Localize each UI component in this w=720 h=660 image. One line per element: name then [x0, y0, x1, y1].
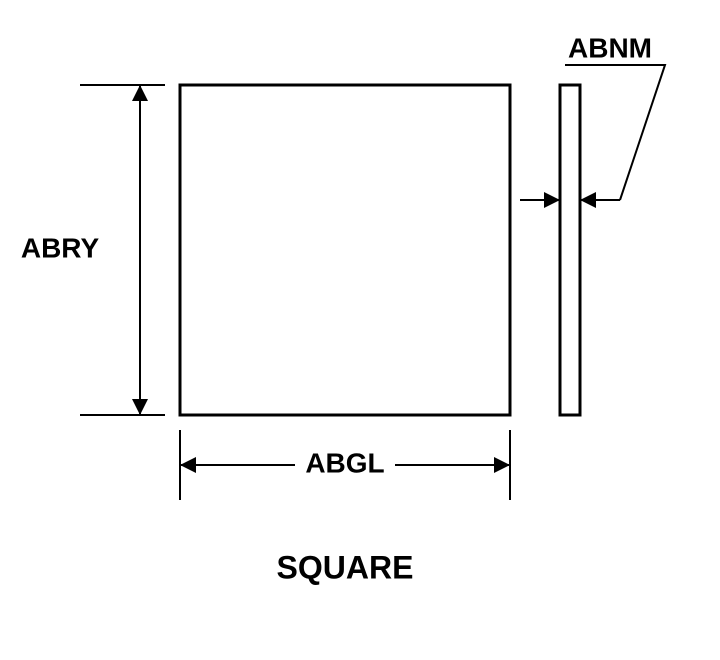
- thickness-label: ABNM: [568, 32, 652, 63]
- diagram-title: SQUARE: [277, 549, 414, 585]
- height-label: ABRY: [21, 232, 100, 263]
- width-label: ABGL: [305, 447, 384, 478]
- thickness-dimension-group: ABNM: [520, 32, 665, 200]
- width-dimension-group: ABGL: [180, 430, 510, 500]
- square-front-view: [180, 85, 510, 415]
- slab-side-view: [560, 85, 580, 415]
- height-dimension-group: ABRY: [21, 85, 165, 415]
